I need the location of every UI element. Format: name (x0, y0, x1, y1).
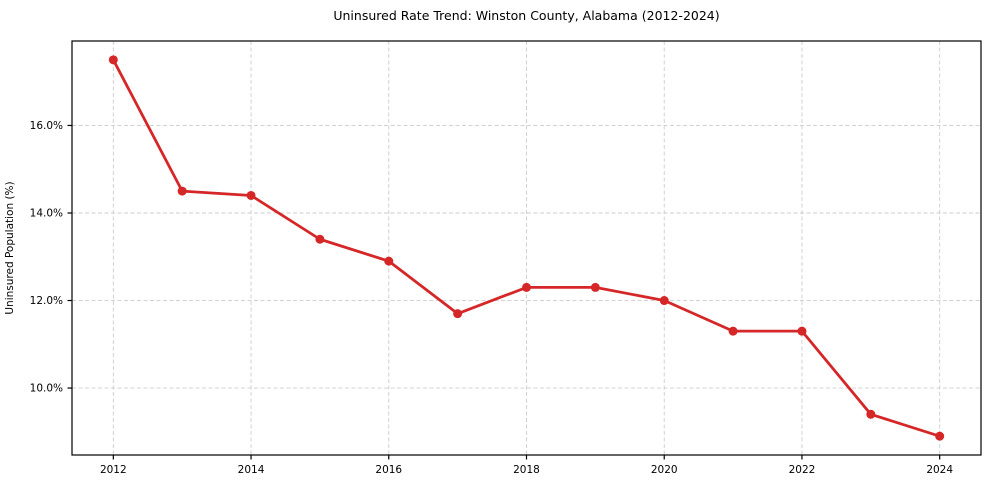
y-tick-label: 14.0% (30, 208, 63, 220)
data-point-2020 (659, 296, 669, 306)
data-point-2019 (590, 282, 600, 292)
data-point-2022 (797, 326, 807, 336)
x-tick-label: 2016 (375, 464, 402, 476)
data-point-2017 (453, 309, 463, 319)
data-point-2015 (315, 234, 325, 244)
chart-title: Uninsured Rate Trend: Winston County, Al… (333, 8, 720, 23)
data-point-2021 (728, 326, 738, 336)
data-point-2023 (866, 409, 876, 419)
data-point-2013 (177, 186, 187, 196)
x-tick-label: 2024 (926, 464, 953, 476)
data-point-2024 (935, 431, 945, 441)
x-tick-label: 2018 (513, 464, 540, 476)
data-point-2016 (384, 256, 394, 266)
x-tick-label: 2014 (238, 464, 265, 476)
y-tick-label: 16.0% (30, 120, 63, 132)
y-tick-label: 10.0% (30, 383, 63, 395)
y-tick-label: 12.0% (30, 295, 63, 307)
data-point-2012 (108, 55, 118, 65)
x-tick-label: 2012 (100, 464, 127, 476)
x-tick-label: 2020 (651, 464, 678, 476)
x-tick-label: 2022 (789, 464, 816, 476)
data-point-2018 (522, 282, 531, 292)
data-point-2014 (246, 190, 256, 200)
